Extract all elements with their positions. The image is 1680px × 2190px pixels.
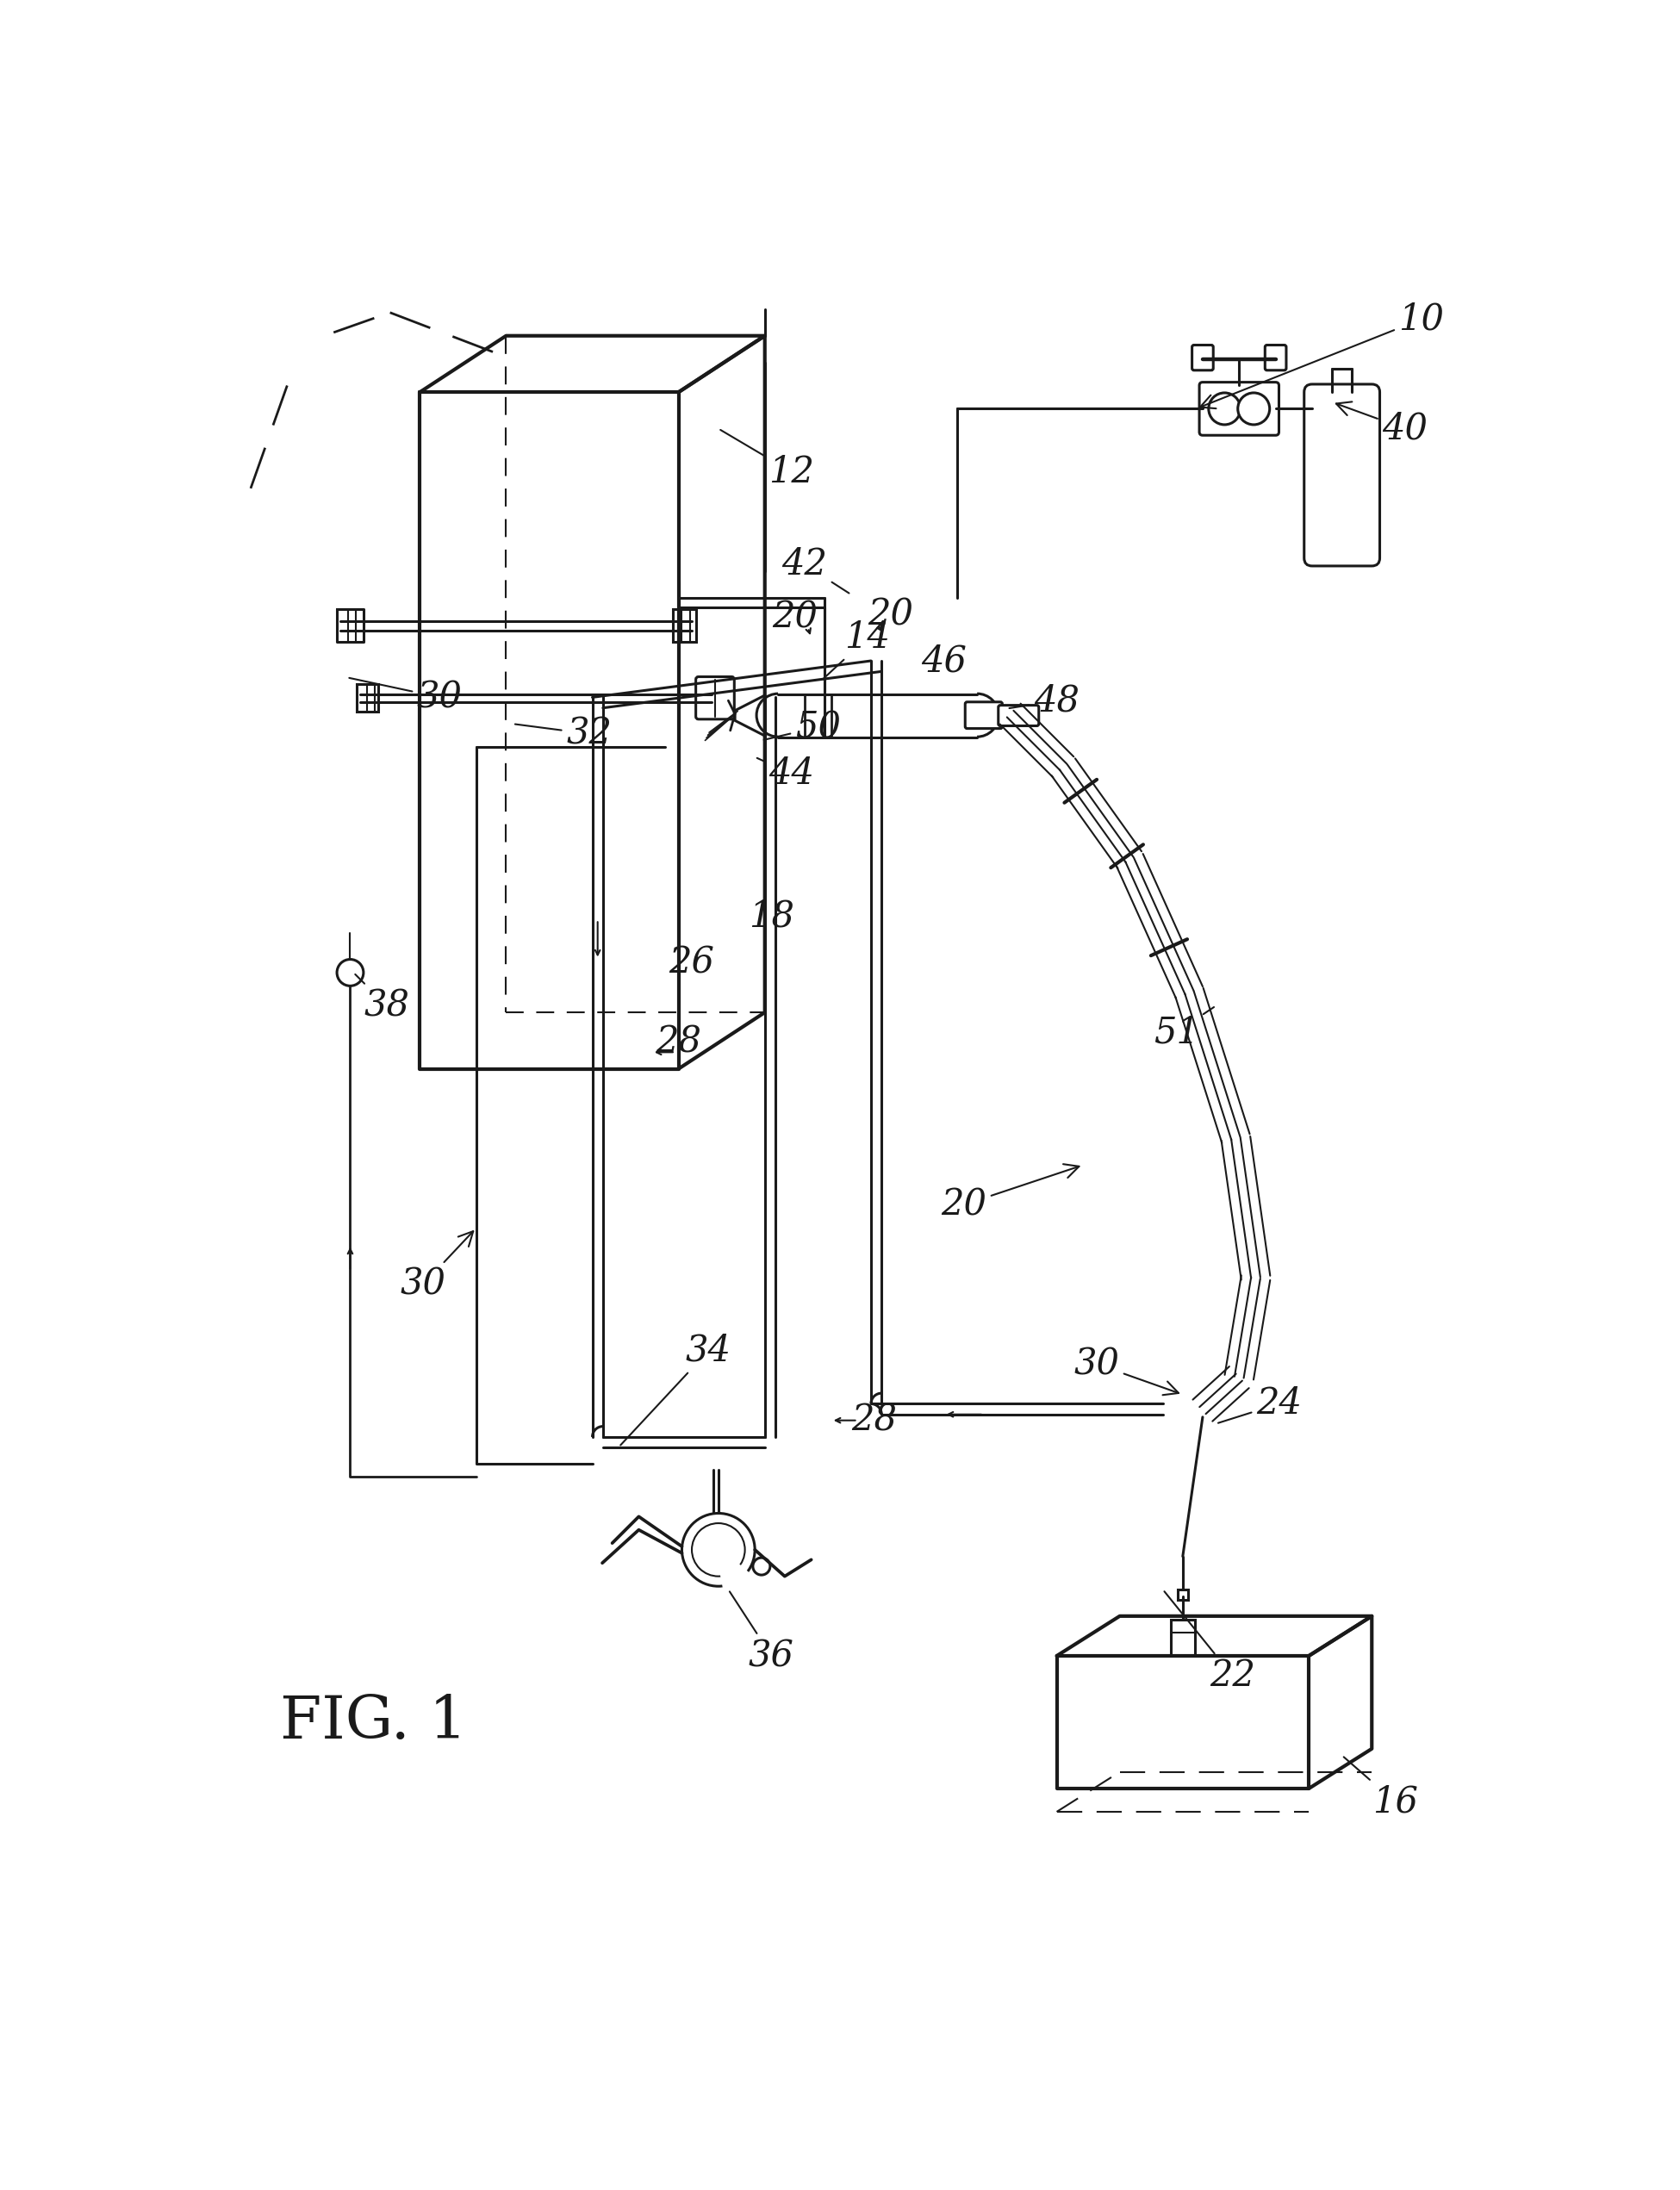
Text: 16: 16 <box>1344 1756 1418 1820</box>
Text: 30: 30 <box>1074 1347 1179 1395</box>
Text: 30: 30 <box>400 1231 474 1303</box>
Text: 50: 50 <box>764 710 840 745</box>
Circle shape <box>1208 392 1240 425</box>
Text: 20: 20 <box>869 596 914 633</box>
Text: 48: 48 <box>1010 683 1080 718</box>
Text: 30: 30 <box>349 679 462 716</box>
Text: 12: 12 <box>721 429 815 491</box>
FancyBboxPatch shape <box>674 609 696 642</box>
FancyBboxPatch shape <box>964 703 1003 729</box>
FancyBboxPatch shape <box>1178 1590 1188 1599</box>
Text: 18: 18 <box>749 898 795 935</box>
FancyBboxPatch shape <box>998 705 1038 725</box>
FancyBboxPatch shape <box>1200 383 1278 436</box>
Text: 40: 40 <box>1336 401 1428 447</box>
Text: FIG. 1: FIG. 1 <box>281 1693 467 1750</box>
Text: 51: 51 <box>1152 1007 1215 1051</box>
FancyBboxPatch shape <box>1171 1618 1194 1656</box>
Text: 26: 26 <box>669 944 714 981</box>
Text: 20: 20 <box>771 600 818 635</box>
Text: 42: 42 <box>781 548 848 593</box>
Wedge shape <box>719 1551 748 1588</box>
Text: 38: 38 <box>354 975 410 1025</box>
Text: 32: 32 <box>516 716 612 751</box>
FancyBboxPatch shape <box>1304 383 1379 565</box>
Wedge shape <box>719 1551 741 1577</box>
Circle shape <box>692 1524 744 1577</box>
Circle shape <box>1238 392 1270 425</box>
Text: 24: 24 <box>1218 1386 1302 1424</box>
Circle shape <box>682 1513 754 1586</box>
Text: 22: 22 <box>1164 1592 1255 1693</box>
Circle shape <box>753 1557 769 1575</box>
Text: 20: 20 <box>941 1165 1079 1222</box>
Circle shape <box>338 959 363 986</box>
Text: 46: 46 <box>921 642 966 679</box>
FancyBboxPatch shape <box>1193 346 1213 370</box>
Text: 44: 44 <box>758 756 815 793</box>
FancyBboxPatch shape <box>1265 346 1287 370</box>
FancyBboxPatch shape <box>356 683 378 712</box>
Text: 36: 36 <box>729 1592 795 1673</box>
Text: 14: 14 <box>823 620 890 679</box>
Text: 28: 28 <box>655 1025 702 1060</box>
Text: 34: 34 <box>620 1334 731 1445</box>
FancyBboxPatch shape <box>696 677 734 718</box>
Text: 28: 28 <box>852 1402 897 1439</box>
Text: 10: 10 <box>1200 300 1445 410</box>
